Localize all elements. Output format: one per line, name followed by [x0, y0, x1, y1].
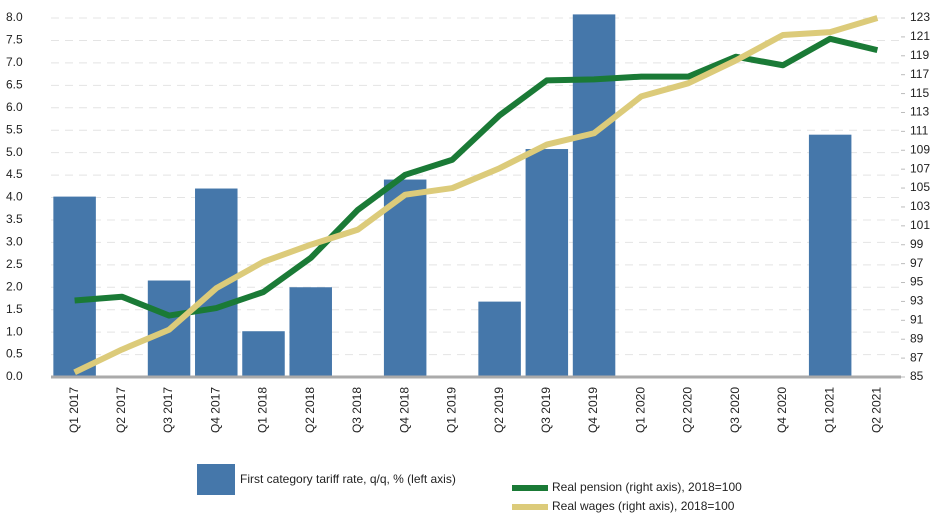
- x-tick-label: Q1 2019: [445, 387, 459, 433]
- y2-tick-label: 103: [910, 199, 930, 213]
- legend-item: First category tariff rate, q/q, % (left…: [197, 464, 456, 495]
- y2-tick-label: 121: [910, 29, 930, 43]
- y2-tick-label: 117: [910, 67, 929, 81]
- y2-tick-label: 101: [910, 218, 930, 232]
- y2-tick-label: 93: [910, 294, 924, 308]
- bar: [478, 301, 521, 377]
- bar: [383, 179, 427, 377]
- y-tick-label: 3.5: [6, 212, 23, 226]
- y2-tick-label: 99: [910, 237, 924, 251]
- y-tick-label: 6.0: [6, 100, 23, 114]
- x-tick-label: Q1 2020: [633, 387, 647, 433]
- y-tick-label: 0.0: [6, 369, 23, 383]
- x-tick-label: Q3 2019: [539, 387, 553, 433]
- y-tick-label: 5.5: [6, 122, 23, 136]
- y2-tick-label: 107: [910, 161, 930, 175]
- x-tick-label: Q1 2021: [822, 387, 836, 433]
- bar: [289, 287, 332, 377]
- x-tick-label: Q4 2018: [397, 387, 411, 433]
- bar: [53, 196, 96, 377]
- y2-tick-label: 97: [910, 256, 924, 270]
- x-tick-label: Q2 2017: [114, 387, 128, 433]
- bar: [808, 134, 852, 377]
- y2-tick-label: 123: [910, 10, 930, 24]
- y-tick-label: 1.0: [6, 324, 23, 338]
- x-tick-label: Q3 2017: [161, 387, 175, 433]
- bar: [242, 331, 285, 377]
- y2-tick-label: 109: [910, 142, 930, 156]
- x-tick-label: Q4 2017: [208, 387, 222, 433]
- y-tick-label: 8.0: [6, 10, 23, 24]
- line: [73, 15, 879, 375]
- y2-tick-label: 95: [910, 275, 924, 289]
- legend-label: Real wages (right axis), 2018=100: [552, 499, 735, 513]
- y2-tick-label: 87: [910, 350, 924, 364]
- y-tick-label: 7.0: [6, 55, 23, 69]
- y2-tick-label: 119: [910, 48, 929, 62]
- y-tick-label: 4.5: [6, 167, 23, 181]
- x-tick-label: Q1 2017: [67, 387, 81, 433]
- legend-swatch: [197, 464, 235, 495]
- x-tick-label: Q2 2018: [303, 387, 317, 433]
- y-tick-label: 3.0: [6, 235, 23, 249]
- y-tick-label: 7.5: [6, 33, 23, 47]
- y-tick-label: 0.5: [6, 347, 23, 361]
- bar: [572, 14, 616, 377]
- y-tick-label: 5.0: [6, 145, 23, 159]
- x-tick-label: Q3 2020: [728, 387, 742, 433]
- x-tick-label: Q2 2020: [681, 387, 695, 433]
- y-tick-label: 6.5: [6, 77, 23, 91]
- legend-label: First category tariff rate, q/q, % (left…: [240, 472, 456, 486]
- y-tick-label: 1.5: [6, 302, 23, 316]
- y2-tick-label: 91: [910, 312, 924, 326]
- y2-tick-label: 89: [910, 331, 924, 345]
- y-tick-label: 2.0: [6, 279, 23, 293]
- x-tick-label: Q2 2019: [492, 387, 506, 433]
- x-tick-label: Q3 2018: [350, 387, 364, 433]
- y-tick-label: 2.5: [6, 257, 23, 271]
- y2-tick-label: 105: [910, 180, 930, 194]
- y-tick-label: 4.0: [6, 190, 23, 204]
- y2-tick-label: 85: [910, 369, 924, 383]
- y2-tick-label: 111: [910, 124, 929, 138]
- legend-item: Real wages (right axis), 2018=100: [512, 499, 735, 513]
- x-tick-label: Q4 2019: [586, 387, 600, 433]
- y2-tick-label: 115: [910, 86, 929, 100]
- bar: [525, 149, 569, 377]
- x-tick-label: Q1 2018: [256, 387, 270, 433]
- x-tick-label: Q4 2020: [775, 387, 789, 433]
- y2-tick-label: 113: [910, 105, 929, 119]
- x-tick-label: Q2 2021: [870, 387, 884, 433]
- legend-label: Real pension (right axis), 2018=100: [552, 480, 742, 494]
- legend-item: Real pension (right axis), 2018=100: [512, 480, 742, 494]
